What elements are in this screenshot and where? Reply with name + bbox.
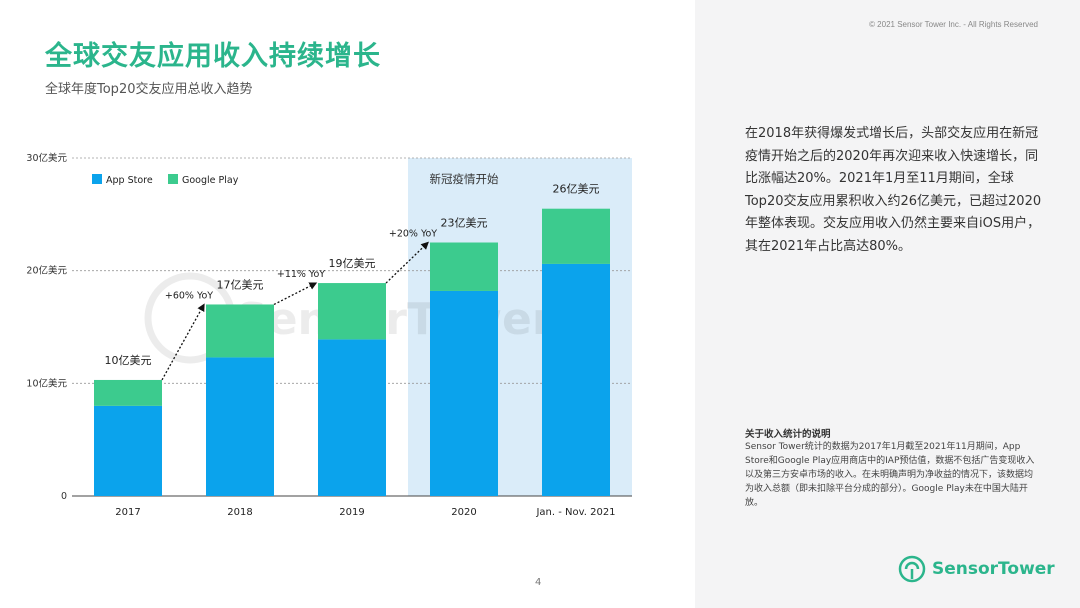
revenue-chart: SensorTower 新冠疫情开始 0 10亿美元 20亿美元 30亿美元 2017 10…: [26, 152, 632, 518]
y-tick-label: 10亿美元: [26, 377, 67, 389]
logo-text: SensorTower: [932, 559, 1055, 579]
copyright-text: © 2021 Sensor Tower Inc. - All Rights Re…: [869, 20, 1038, 29]
y-tick-label: 30亿美元: [26, 152, 67, 164]
bar-app-store: [542, 263, 610, 496]
side-panel: © 2021 Sensor Tower Inc. - All Rights Re…: [695, 0, 1080, 608]
note-body: Sensor Tower统计的数据为2017年1月截至2021年11月期间，Ap…: [745, 442, 1035, 508]
total-label: 17亿美元: [217, 278, 264, 291]
growth-label: +60% YoY: [165, 290, 213, 301]
x-tick-label: 2019: [339, 507, 364, 518]
bar-google-play: [318, 283, 386, 340]
x-tick-label: 2017: [115, 507, 140, 518]
watermark-text: SensorTower: [236, 294, 554, 345]
legend-swatch: [168, 174, 178, 184]
legend-label: App Store: [106, 175, 153, 186]
page-title: 全球交友应用收入持续增长: [45, 41, 381, 72]
legend-label: Google Play: [182, 175, 239, 186]
growth-label: +11% YoY: [277, 269, 325, 280]
sensor-tower-logo-icon: [898, 555, 926, 583]
page-number: 4: [535, 577, 542, 588]
y-tick-label: 0: [61, 491, 67, 502]
total-label: 10亿美元: [105, 354, 152, 367]
x-tick-label: 2020: [451, 507, 476, 518]
growth-label: +20% YoY: [389, 229, 437, 240]
highlight-label: 新冠疫情开始: [430, 172, 499, 186]
sensor-tower-logo: SensorTower: [898, 553, 1055, 585]
x-tick-label: Jan. - Nov. 2021: [535, 507, 615, 518]
description-text: 在2018年获得爆发式增长后，头部交友应用在新冠疫情开始之后的2020年再次迎来…: [745, 126, 1042, 254]
x-tick-label: 2018: [227, 507, 252, 518]
note-title: 关于收入统计的说明: [745, 429, 831, 440]
chart-subtitle: 全球年度Top20交友应用总收入趋势: [45, 82, 253, 97]
bar-google-play: [430, 242, 498, 291]
bar-app-store: [318, 339, 386, 496]
bar-app-store: [206, 357, 274, 496]
chart-panel: 全球交友应用收入持续增长 全球年度Top20交友应用总收入趋势 SensorTo…: [26, 41, 632, 588]
growth-arrow: [385, 241, 429, 284]
bar-google-play: [542, 208, 610, 264]
bar-app-store: [94, 405, 162, 496]
total-label: 19亿美元: [329, 257, 376, 270]
growth-arrow: [161, 303, 205, 381]
total-label: 26亿美元: [553, 183, 600, 196]
bar-app-store: [430, 290, 498, 496]
legend-swatch: [92, 174, 102, 184]
y-tick-label: 20亿美元: [26, 265, 67, 277]
total-label: 23亿美元: [441, 217, 488, 230]
bar-google-play: [94, 379, 162, 406]
bar-google-play: [206, 304, 274, 358]
